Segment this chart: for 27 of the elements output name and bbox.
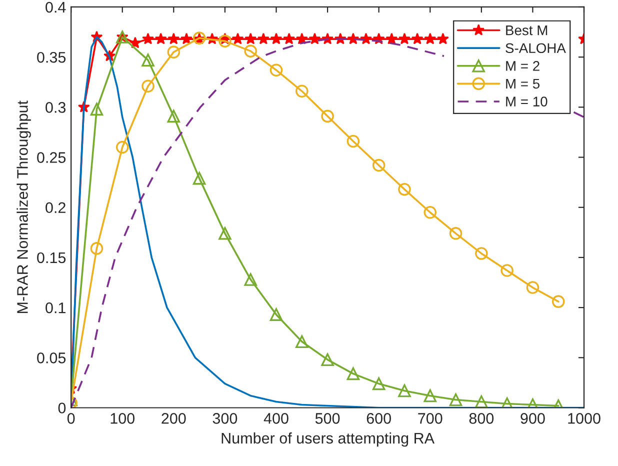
x-tick-label: 500	[315, 413, 340, 424]
y-tick-label: 0.05	[37, 352, 66, 364]
legend-label: M = 2	[506, 61, 540, 71]
x-tick-label: 400	[264, 413, 288, 424]
y-tick-label: 0.3	[46, 102, 66, 113]
x-tick-label: 600	[366, 413, 391, 424]
x-tick-label: 1000	[568, 413, 600, 424]
x-tick-label: 900	[520, 413, 545, 424]
y-tick-label: 0.25	[37, 152, 66, 163]
legend-label: M = 5	[506, 78, 540, 89]
x-axis-title: Number of users attempting RA	[222, 432, 435, 447]
x-tick-label: 700	[418, 413, 442, 424]
legend-label: M = 10	[506, 96, 548, 106]
x-tick-label: 0	[67, 413, 75, 424]
y-tick-label: 0	[58, 402, 66, 414]
y-tick-label: 0.4	[46, 2, 66, 13]
legend-label: S-ALOHA	[506, 43, 566, 54]
y-tick-label: 0.35	[37, 52, 66, 63]
x-tick-label: 300	[212, 413, 238, 424]
y-tick-label: 0.15	[37, 252, 66, 264]
y-tick-label: 0.1	[46, 302, 66, 314]
x-tick-label: 200	[162, 413, 186, 424]
x-tick-label: 100	[110, 413, 135, 424]
x-tick-label: 800	[469, 413, 494, 424]
y-tick-label: 0.2	[46, 202, 66, 214]
legend-label: Best M	[506, 26, 548, 36]
y-axis-title: M-RAR Normalized Throughput	[16, 100, 31, 313]
